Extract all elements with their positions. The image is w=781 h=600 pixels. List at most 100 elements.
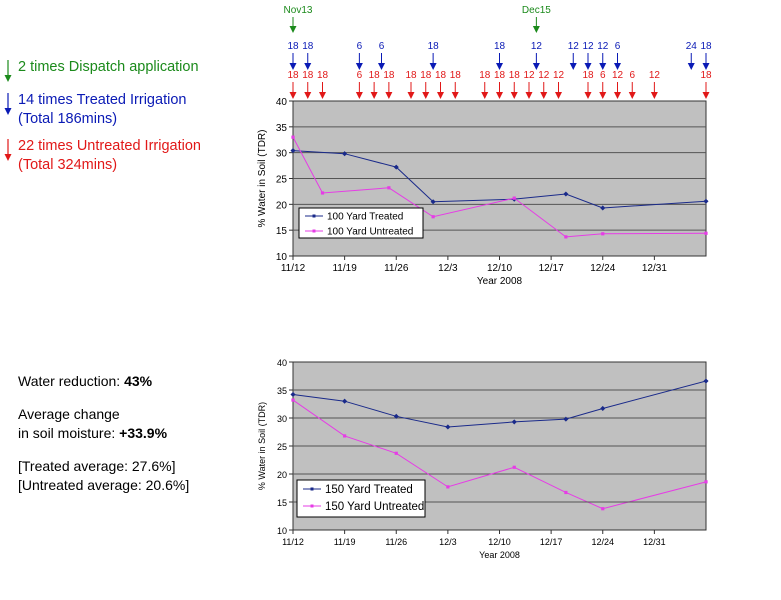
- legend-dispatch: 2 times Dispatch application: [4, 58, 254, 82]
- untreated-arrow-head: [496, 92, 503, 99]
- x-tick-label: 12/17: [540, 537, 563, 547]
- treated-arrow-head: [355, 63, 363, 70]
- untreated-average: [Untreated average: 20.6%]: [18, 477, 190, 493]
- untreated-label: 18: [405, 70, 417, 81]
- untreated-arrow-head: [628, 92, 636, 99]
- untreated-label: 6: [600, 70, 606, 81]
- untreated-label: 18: [582, 70, 594, 81]
- untreated-label: 18: [509, 70, 521, 81]
- data-point: [393, 413, 399, 419]
- untreated-arrow-head: [650, 92, 658, 99]
- untreated-arrow-head: [525, 92, 533, 99]
- untreated-label: 12: [649, 70, 661, 81]
- untreated-arrow-head: [437, 92, 444, 99]
- y-tick-label: 35: [276, 123, 288, 134]
- legend-entry: 100 Yard Untreated: [327, 227, 413, 238]
- untreated-arrow-head: [422, 92, 430, 99]
- untreated-arrow-head: [385, 92, 393, 99]
- y-tick-label: 10: [276, 252, 288, 263]
- y-tick-label: 25: [276, 175, 288, 186]
- untreated-arrow-head: [304, 92, 312, 99]
- legend-dispatch-text: 2 times Dispatch application: [18, 59, 199, 75]
- x-tick-label: 11/26: [384, 263, 409, 274]
- untreated-arrow-head: [407, 92, 415, 99]
- treated-label: 18: [700, 41, 712, 52]
- red-down-arrow-icon: [4, 139, 12, 161]
- untreated-label: 18: [287, 70, 299, 81]
- untreated-arrow-head: [599, 92, 607, 99]
- legend-untreated-text: 22 times Untreated Irrigation: [18, 138, 201, 154]
- data-point: [564, 235, 568, 239]
- untreated-arrow-head: [555, 92, 562, 99]
- data-point: [704, 231, 708, 235]
- stats-panel: Water reduction: 43% Average change in s…: [18, 372, 258, 509]
- x-tick-label: 11/26: [385, 537, 407, 547]
- y-tick-label: 25: [277, 442, 287, 452]
- x-tick-label: 11/19: [332, 263, 357, 274]
- treated-label: 24: [686, 41, 698, 52]
- legend-entry: 150 Yard Untreated: [325, 501, 424, 513]
- treated-arrow-head: [569, 63, 577, 70]
- untreated-label: 18: [450, 70, 462, 81]
- average-change: Average change in soil moisture: +33.9%: [18, 405, 258, 443]
- series-line: [292, 380, 707, 428]
- avg-change-line1: Average change: [18, 406, 120, 422]
- treated-label: 18: [287, 41, 299, 52]
- y-tick-label: 15: [277, 498, 287, 508]
- y-tick-label: 40: [276, 97, 288, 108]
- untreated-arrow-head: [481, 92, 489, 99]
- data-point: [512, 196, 516, 200]
- x-tick-label: 12/24: [590, 263, 615, 274]
- treated-label: 6: [357, 41, 363, 52]
- untreated-arrow-head: [702, 92, 710, 99]
- data-point: [512, 465, 516, 469]
- data-point: [394, 451, 398, 455]
- untreated-arrow-head: [370, 92, 378, 99]
- untreated-arrow-head: [584, 92, 592, 99]
- untreated-arrow-head: [355, 92, 363, 99]
- legend-entry: 150 Yard Treated: [325, 484, 413, 496]
- untreated-arrow-head: [319, 92, 326, 99]
- untreated-label: 18: [383, 70, 395, 81]
- untreated-label: 18: [435, 70, 447, 81]
- water-reduction-label: Water reduction:: [18, 373, 125, 389]
- dispatch-label: Dec15: [522, 5, 551, 16]
- green-down-arrow-icon: [4, 60, 12, 82]
- untreated-label: 18: [494, 70, 506, 81]
- treated-label: 12: [582, 41, 594, 52]
- treated-label: 12: [597, 41, 609, 52]
- treated-arrow-head: [289, 63, 297, 70]
- x-tick-label: 11/12: [282, 537, 304, 547]
- avg-change-value: +33.9%: [119, 425, 168, 441]
- x-tick-label: 12/3: [439, 537, 457, 547]
- data-point: [431, 215, 435, 219]
- x-tick-label: 12/24: [591, 537, 614, 547]
- treated-label: 12: [531, 41, 543, 52]
- averages: [Treated average: 27.6%] [Untreated aver…: [18, 457, 258, 495]
- treated-average: [Treated average: 27.6%]: [18, 458, 176, 474]
- untreated-label: 12: [523, 70, 535, 81]
- treated-label: 18: [302, 41, 314, 52]
- avg-change-line2: in soil moisture:: [18, 425, 120, 441]
- treated-arrow-head: [687, 63, 695, 70]
- treated-label: 18: [428, 41, 440, 52]
- data-point: [342, 151, 348, 157]
- y-tick-label: 40: [277, 358, 287, 368]
- legend-marker: [312, 229, 316, 233]
- untreated-label: 18: [479, 70, 491, 81]
- treated-arrow-head: [702, 63, 710, 70]
- data-point: [342, 398, 348, 404]
- data-point: [600, 405, 606, 412]
- data-point: [430, 199, 436, 205]
- data-point: [320, 191, 325, 195]
- chart-100-yard: 10 15 20 25 30 35 40 11/12 11/19 11/26 12/3 12/10 12…: [257, 5, 712, 287]
- x-tick-label: 11/12: [281, 263, 306, 274]
- data-point: [290, 391, 296, 398]
- chart-legend: [298, 207, 424, 239]
- legend-treated-text: 14 times Treated Irrigation: [18, 92, 187, 108]
- data-point: [290, 148, 296, 154]
- data-point: [511, 419, 517, 425]
- untreated-arrow-head: [540, 92, 548, 99]
- data-point: [601, 507, 605, 511]
- legend-entry: 100 Yard Treated: [327, 212, 403, 223]
